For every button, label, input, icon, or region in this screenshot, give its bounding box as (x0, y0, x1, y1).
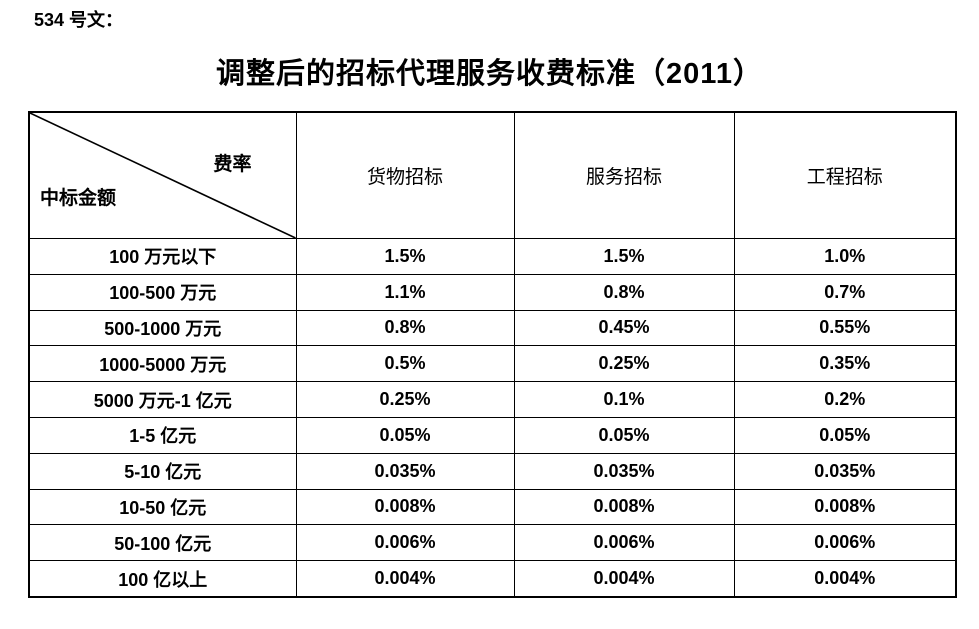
row-label-amount-range: 100 亿以上 (28, 560, 297, 598)
cell-service-rate: 0.035% (513, 452, 735, 490)
table-row: 100-500 万元 1.1% 0.8% 0.7% (28, 273, 957, 311)
cell-service-rate: 0.006% (513, 524, 735, 562)
row-label-amount-range: 100-500 万元 (28, 273, 297, 311)
cell-goods-rate: 0.05% (295, 416, 515, 454)
row-label-amount-range: 100 万元以下 (28, 238, 297, 275)
column-header-engineering-bidding: 工程招标 (733, 111, 957, 239)
row-label-amount-range: 50-100 亿元 (28, 524, 297, 562)
cell-service-rate: 0.8% (513, 273, 735, 311)
row-label-amount-range: 5-10 亿元 (28, 452, 297, 490)
diagonal-divider-line (30, 113, 296, 238)
cell-service-rate: 0.1% (513, 381, 735, 418)
table-row: 10-50 亿元 0.008% 0.008% 0.008% (28, 488, 957, 526)
cell-engineering-rate: 0.35% (733, 345, 957, 383)
cell-service-rate: 0.004% (513, 560, 735, 598)
table-header-row: 费率 中标金额 货物招标 服务招标 工程招标 (28, 111, 957, 239)
row-label-amount-range: 5000 万元-1 亿元 (28, 381, 297, 418)
fee-rate-table: 费率 中标金额 货物招标 服务招标 工程招标 100 万元以下 1.5% 1.5… (28, 111, 957, 598)
row-label-amount-range: 1000-5000 万元 (28, 345, 297, 383)
cell-service-rate: 0.45% (513, 309, 735, 347)
table-row: 5-10 亿元 0.035% 0.035% 0.035% (28, 452, 957, 490)
cell-service-rate: 1.5% (513, 238, 735, 275)
cell-goods-rate: 0.25% (295, 381, 515, 418)
row-label-amount-range: 1-5 亿元 (28, 416, 297, 454)
table-row: 50-100 亿元 0.006% 0.006% 0.006% (28, 524, 957, 562)
cell-goods-rate: 0.035% (295, 452, 515, 490)
cell-engineering-rate: 0.05% (733, 416, 957, 454)
cell-engineering-rate: 0.004% (733, 560, 957, 598)
table-row: 100 亿以上 0.004% 0.004% 0.004% (28, 560, 957, 598)
cell-engineering-rate: 0.2% (733, 381, 957, 418)
cell-engineering-rate: 0.008% (733, 488, 957, 526)
doc-number-label: 534 号文： (34, 10, 124, 30)
table-row: 1000-5000 万元 0.5% 0.25% 0.35% (28, 345, 957, 383)
cell-goods-rate: 0.008% (295, 488, 515, 526)
cell-goods-rate: 1.5% (295, 238, 515, 275)
cell-service-rate: 0.25% (513, 345, 735, 383)
cell-goods-rate: 0.004% (295, 560, 515, 598)
cell-goods-rate: 0.006% (295, 524, 515, 562)
cell-goods-rate: 0.5% (295, 345, 515, 383)
table-row: 1-5 亿元 0.05% 0.05% 0.05% (28, 416, 957, 454)
page-title: 调整后的招标代理服务收费标准（2011） (216, 58, 763, 90)
column-header-service-bidding: 服务招标 (513, 111, 735, 239)
cell-goods-rate: 0.8% (295, 309, 515, 347)
cell-engineering-rate: 0.035% (733, 452, 957, 490)
table-body: 100 万元以下 1.5% 1.5% 1.0% 100-500 万元 1.1% … (28, 238, 957, 598)
corner-label-fee-rate: 费率 (213, 154, 252, 175)
cell-service-rate: 0.008% (513, 488, 735, 526)
cell-engineering-rate: 1.0% (733, 238, 957, 275)
column-header-goods-bidding: 货物招标 (295, 111, 515, 239)
cell-engineering-rate: 0.006% (733, 524, 957, 562)
corner-split-cell: 费率 中标金额 (28, 111, 297, 239)
cell-service-rate: 0.05% (513, 416, 735, 454)
table-row: 5000 万元-1 亿元 0.25% 0.1% 0.2% (28, 381, 957, 418)
row-label-amount-range: 10-50 亿元 (28, 488, 297, 526)
table-row: 500-1000 万元 0.8% 0.45% 0.55% (28, 309, 957, 347)
cell-engineering-rate: 0.55% (733, 309, 957, 347)
cell-goods-rate: 1.1% (295, 273, 515, 311)
cell-engineering-rate: 0.7% (733, 273, 957, 311)
table-row: 100 万元以下 1.5% 1.5% 1.0% (28, 238, 957, 275)
corner-label-bid-amount: 中标金额 (40, 188, 117, 209)
row-label-amount-range: 500-1000 万元 (28, 309, 297, 347)
